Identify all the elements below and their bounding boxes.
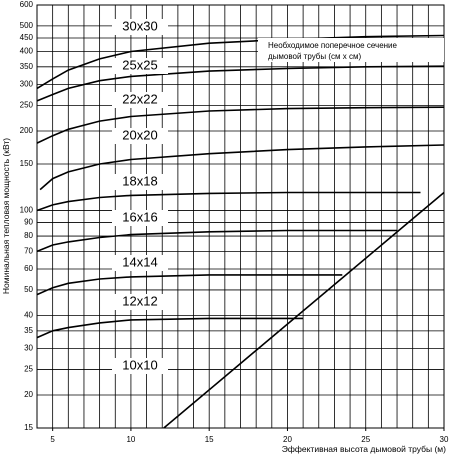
- x-tick-label: 15: [205, 435, 214, 444]
- series-label: 18x18: [122, 173, 157, 188]
- curve: [36, 106, 445, 144]
- series-label: 22x22: [122, 91, 157, 106]
- y-tick-label: 60: [24, 264, 33, 273]
- x-tick-label: 25: [361, 435, 370, 444]
- series-label: 20x20: [122, 127, 157, 142]
- x-tick-label: 5: [50, 435, 55, 444]
- series-label: 10x10: [122, 357, 157, 372]
- label-bg: [112, 174, 168, 190]
- y-tick-label: 500: [20, 21, 34, 30]
- series-label: 16x16: [122, 209, 157, 224]
- curve: [36, 229, 397, 253]
- y-tick-label: 50: [24, 285, 33, 294]
- x-tick-label: 30: [440, 435, 449, 444]
- x-tick-label: 20: [283, 435, 292, 444]
- curve: [36, 317, 304, 339]
- plot-frame: [36, 4, 445, 429]
- y-tick-label: 15: [24, 423, 33, 432]
- boundary-line: [163, 191, 445, 429]
- curve: [36, 191, 421, 212]
- curve: [36, 65, 445, 102]
- y-tick-label: 80: [24, 231, 33, 240]
- label-bg: [112, 92, 168, 108]
- series-label: 30x30: [122, 18, 157, 33]
- y-tick-label: 150: [20, 159, 34, 168]
- series-label: 25x25: [122, 57, 157, 72]
- y-tick-label: 30: [24, 344, 33, 353]
- y-tick-label: 25: [24, 365, 33, 374]
- label-bg: [112, 210, 168, 226]
- y-tick-label: 100: [20, 206, 34, 215]
- label-bg: [112, 128, 168, 144]
- curve: [36, 34, 445, 90]
- label-bg: [112, 58, 168, 74]
- label-bg: [112, 358, 168, 374]
- y-tick-label: 250: [20, 100, 34, 109]
- y-axis-label: Номинальная тепловая мощность (кВт): [1, 138, 11, 294]
- note-bg: [258, 38, 444, 62]
- series-label: 14x14: [122, 254, 157, 269]
- y-tick-label: 450: [20, 33, 34, 42]
- y-tick-label: 300: [20, 80, 34, 89]
- y-tick-label: 600: [20, 0, 34, 9]
- y-tick-label: 40: [24, 311, 33, 320]
- x-axis-label: Эффективная высота дымовой трубы (м): [282, 444, 446, 454]
- curve: [36, 274, 343, 296]
- series-label: 12x12: [122, 293, 157, 308]
- curve: [39, 144, 445, 191]
- y-tick-label: 35: [24, 326, 33, 335]
- label-bg: [112, 255, 168, 271]
- note-line: дымовой трубы (см x см): [268, 52, 361, 61]
- x-tick-label: 10: [126, 435, 135, 444]
- label-bg: [112, 294, 168, 310]
- y-tick-label: 70: [24, 246, 33, 255]
- y-tick-label: 400: [20, 47, 34, 56]
- y-tick-label: 200: [20, 126, 34, 135]
- label-bg: [112, 19, 168, 35]
- note-line: Необходимое поперечное сечение: [268, 41, 398, 50]
- y-tick-label: 20: [24, 390, 33, 399]
- y-tick-label: 90: [24, 218, 33, 227]
- y-tick-label: 350: [20, 62, 34, 71]
